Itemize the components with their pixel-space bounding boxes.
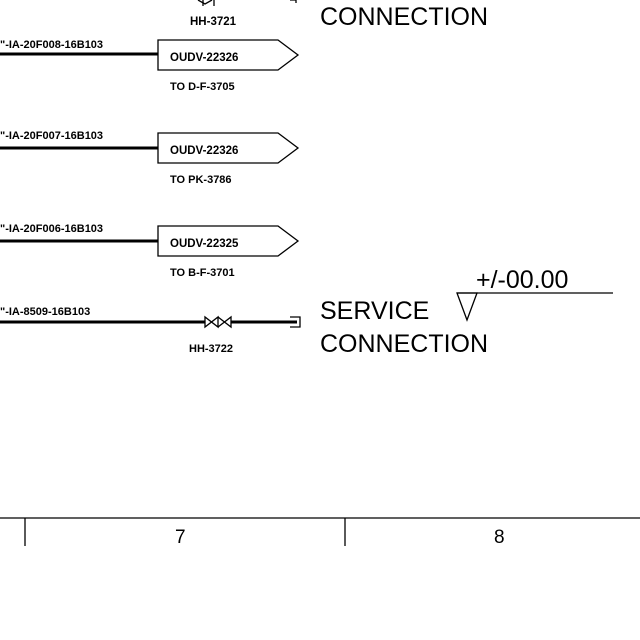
line-number: "-IA-20F007-16B103	[0, 130, 103, 142]
offpage-connector-icon	[157, 39, 300, 71]
destination-label: TO B-F-3701	[170, 267, 235, 279]
connection-end-icon	[290, 316, 301, 328]
elevation-marker: +/-00.00	[456, 266, 613, 322]
process-line-1: "-IA-20F008-16B103 OUDV-22326 TO D-F-370…	[0, 39, 300, 93]
service-label: SERVICE	[320, 297, 429, 325]
offpage-tag: OUDV-22326	[170, 52, 238, 64]
elevation-triangle-icon	[456, 292, 478, 322]
destination-label: TO D-F-3705	[170, 81, 235, 93]
destination-label: TO PK-3786	[170, 174, 232, 186]
offpage-tag: OUDV-22326	[170, 145, 238, 157]
connection-label-top: CONNECTION	[320, 3, 488, 31]
process-line-2: "-IA-20F007-16B103 OUDV-22326 TO PK-3786	[0, 130, 300, 186]
column-number-8: 8	[494, 527, 505, 548]
process-line-3: "-IA-20F006-16B103 OUDV-22325 TO B-F-370…	[0, 223, 300, 279]
drawing-border: 7 8	[0, 517, 640, 548]
connection-end-icon	[290, 0, 297, 3]
gate-valve-icon	[204, 315, 232, 329]
line-number: "-IA-20F006-16B103	[0, 223, 103, 235]
valve-icon	[202, 0, 215, 6]
valve-tag: HH-3722	[189, 343, 233, 355]
offpage-connector-icon	[157, 132, 300, 164]
column-number-7: 7	[175, 527, 186, 548]
line-number: "-IA-8509-16B103	[0, 306, 90, 318]
offpage-connector-icon	[157, 225, 300, 257]
offpage-tag: OUDV-22325	[170, 238, 239, 250]
elevation-value: +/-00.00	[476, 266, 568, 294]
valve-icon	[197, 0, 213, 5]
line-number: "-IA-20F008-16B103	[0, 39, 103, 51]
service-line: "-IA-8509-16B103 HH-3722 SERVICE CONNECT…	[0, 297, 488, 358]
top-service-connection: HH-3721 CONNECTION	[190, 0, 488, 31]
valve-tag-top: HH-3721	[190, 16, 237, 28]
connection-label: CONNECTION	[320, 330, 488, 358]
